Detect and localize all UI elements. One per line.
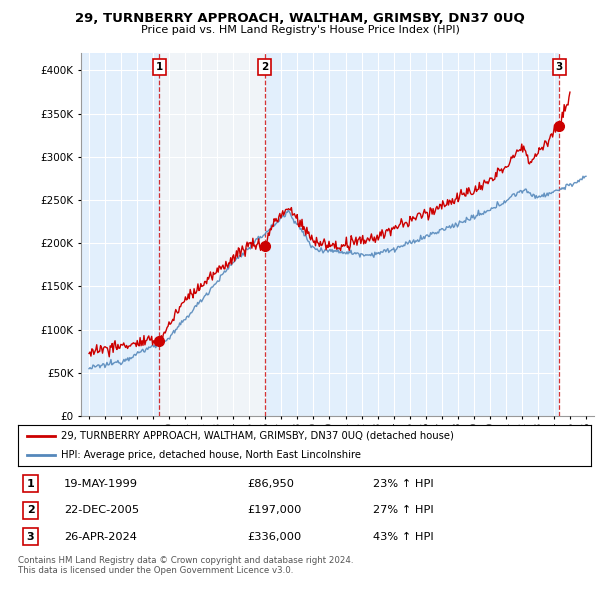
Text: 29, TURNBERRY APPROACH, WALTHAM, GRIMSBY, DN37 0UQ: 29, TURNBERRY APPROACH, WALTHAM, GRIMSBY… <box>75 12 525 25</box>
Text: Contains HM Land Registry data © Crown copyright and database right 2024.: Contains HM Land Registry data © Crown c… <box>18 556 353 565</box>
Text: £197,000: £197,000 <box>247 506 302 515</box>
Text: 19-MAY-1999: 19-MAY-1999 <box>64 479 138 489</box>
Text: £336,000: £336,000 <box>247 532 301 542</box>
Text: 3: 3 <box>556 62 563 72</box>
Text: £86,950: £86,950 <box>247 479 294 489</box>
Text: 29, TURNBERRY APPROACH, WALTHAM, GRIMSBY, DN37 0UQ (detached house): 29, TURNBERRY APPROACH, WALTHAM, GRIMSBY… <box>61 431 454 441</box>
Text: 26-APR-2024: 26-APR-2024 <box>64 532 137 542</box>
Text: 1: 1 <box>27 479 34 489</box>
Text: 1: 1 <box>155 62 163 72</box>
Text: Price paid vs. HM Land Registry's House Price Index (HPI): Price paid vs. HM Land Registry's House … <box>140 25 460 35</box>
Text: 2: 2 <box>27 506 34 515</box>
Bar <box>559 53 594 416</box>
Text: HPI: Average price, detached house, North East Lincolnshire: HPI: Average price, detached house, Nort… <box>61 450 361 460</box>
Text: 43% ↑ HPI: 43% ↑ HPI <box>373 532 434 542</box>
Bar <box>265 53 559 416</box>
Text: 3: 3 <box>27 532 34 542</box>
Text: 23% ↑ HPI: 23% ↑ HPI <box>373 479 434 489</box>
Text: This data is licensed under the Open Government Licence v3.0.: This data is licensed under the Open Gov… <box>18 566 293 575</box>
Bar <box>559 53 594 416</box>
Text: 27% ↑ HPI: 27% ↑ HPI <box>373 506 434 515</box>
Text: 22-DEC-2005: 22-DEC-2005 <box>64 506 139 515</box>
Text: 2: 2 <box>261 62 269 72</box>
Bar <box>81 53 159 416</box>
